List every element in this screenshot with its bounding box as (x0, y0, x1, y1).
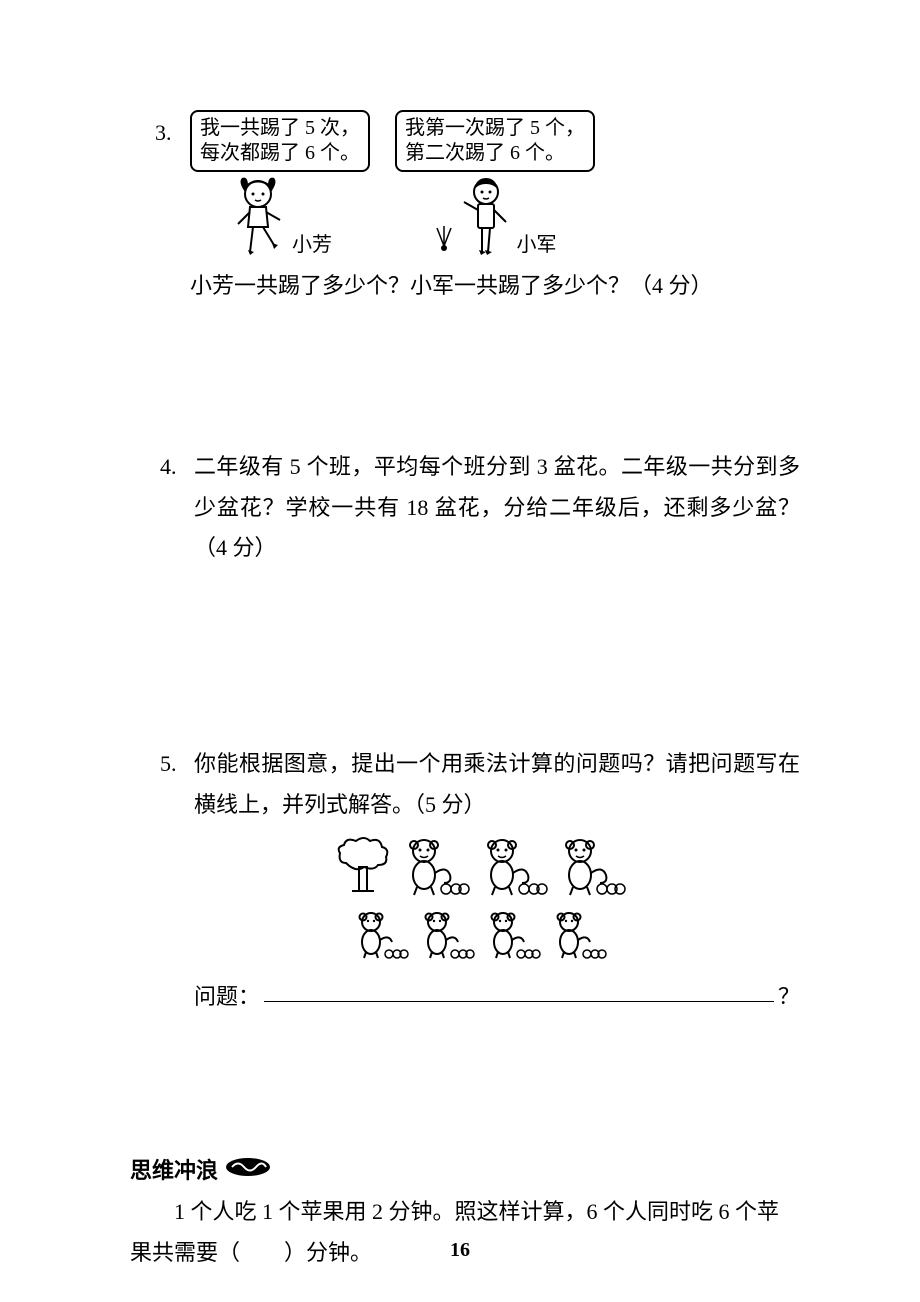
tree-icon (334, 835, 392, 902)
monkey-icon (419, 908, 475, 965)
monkey-icon (551, 908, 607, 965)
xiaofang-block: 我一共踢了 5 次， 每次都踢了 6 个。 (190, 110, 370, 257)
shuttlecock-icon (434, 224, 454, 257)
q4-number: 4. (160, 447, 194, 569)
xiaofang-icon (228, 172, 288, 257)
q4-text: 二年级有 5 个班，平均每个班分到 3 盆花。二年级一共分到多少盆花？学校一共有… (194, 447, 800, 569)
q3-figure: 我一共踢了 5 次， 每次都踢了 6 个。 (190, 110, 800, 257)
q5-figure (160, 835, 800, 965)
q5-row2 (353, 908, 607, 965)
xiaojun-speech: 我第一次踢了 5 个， 第二次踢了 6 个。 (395, 110, 595, 172)
q5-answer-line: 问题： ？ (194, 979, 800, 1011)
bonus-title-row: 思维冲浪 (130, 1151, 800, 1192)
page-number: 16 (0, 1239, 920, 1262)
question-5: 5. 你能根据图意，提出一个用乘法计算的问题吗？请把问题写在横线上，并列式解答。… (160, 744, 800, 1011)
q5-text: 你能根据图意，提出一个用乘法计算的问题吗？请把问题写在横线上，并列式解答。（5 … (194, 744, 800, 825)
xiaofang-name: 小芳 (292, 228, 332, 257)
xiaofang-speech-line2: 每次都踢了 6 个。 (200, 142, 360, 164)
q5-row1 (334, 835, 626, 902)
xiaojun-speech-line2: 第二次踢了 6 个。 (405, 142, 565, 164)
monkey-icon (402, 835, 470, 902)
monkey-icon (480, 835, 548, 902)
xiaofang-speech: 我一共踢了 5 次， 每次都踢了 6 个。 (190, 110, 370, 172)
xiaojun-block: 我第一次踢了 5 个， 第二次踢了 6 个。 (395, 110, 595, 257)
monkey-icon (485, 908, 541, 965)
question-3: 3. 我一共踢了 5 次， 每次都踢了 6 个。 (160, 110, 800, 302)
q5-blank-line[interactable] (264, 1001, 774, 1002)
q5-answer-label: 问题： (194, 979, 260, 1011)
monkey-icon (353, 908, 409, 965)
q5-number: 5. (160, 744, 194, 825)
xiaojun-speech-line1: 我第一次踢了 5 个， (405, 117, 585, 139)
bonus-title: 思维冲浪 (130, 1151, 218, 1192)
xiaojun-icon (458, 172, 513, 257)
page: 3. 我一共踢了 5 次， 每次都踢了 6 个。 (0, 0, 920, 1302)
q3-number: 3. (155, 120, 172, 146)
question-4: 4. 二年级有 5 个班，平均每个班分到 3 盆花。二年级一共分到多少盆花？学校… (160, 447, 800, 569)
xiaojun-name: 小军 (517, 228, 557, 257)
q5-question-mark: ？ (778, 979, 800, 1011)
monkey-icon (558, 835, 626, 902)
xiaofang-speech-line1: 我一共踢了 5 次， (200, 117, 360, 139)
wave-icon (224, 1151, 272, 1192)
q3-question-text: 小芳一共踢了多少个？小军一共踢了多少个？（4 分） (190, 269, 800, 302)
